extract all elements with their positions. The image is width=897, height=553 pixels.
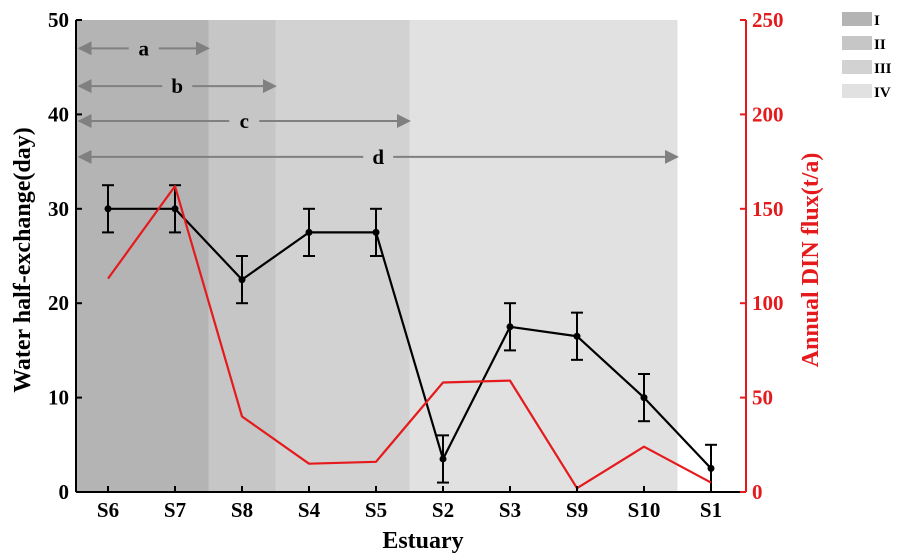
zone-backgrounds xyxy=(76,20,678,492)
legend-label-IV: IV xyxy=(874,85,891,101)
left-y-tick-label-30: 30 xyxy=(48,197,69,221)
arrow-label-d: d xyxy=(372,145,384,169)
legend-label-I: I xyxy=(874,13,880,29)
right-y-tick-label-200: 200 xyxy=(752,102,784,126)
series-lines xyxy=(102,184,717,493)
x-tick-label-S2: S2 xyxy=(432,498,454,522)
series-0-point-S3 xyxy=(506,323,514,331)
left-y-tick-label-0: 0 xyxy=(59,480,70,504)
series-0-line xyxy=(108,207,712,470)
range-arrows: ab c d xyxy=(77,36,679,169)
series-0-point-S9 xyxy=(573,332,581,340)
series-0-point-S10 xyxy=(640,394,648,402)
series-0-point-S7 xyxy=(171,205,179,213)
legend-label-II: II xyxy=(874,37,886,53)
x-tick-label-S1: S1 xyxy=(700,498,722,522)
arrow-label-a: a xyxy=(139,36,150,60)
right-y-tick-label-150: 150 xyxy=(752,197,784,221)
series-0-point-S5 xyxy=(372,228,380,236)
right-y-axis-title: Annual DIN flux(t/a) xyxy=(798,153,824,368)
zone-III xyxy=(275,20,410,492)
right-y-tick-label-250: 250 xyxy=(752,8,784,32)
x-tick-label-S9: S9 xyxy=(566,498,588,522)
left-y-tick-label-50: 50 xyxy=(48,8,69,32)
left-y-tick-label-20: 20 xyxy=(48,291,69,315)
legend-swatch-III xyxy=(842,60,872,74)
series-0-point-S6 xyxy=(104,205,112,213)
axes: 0 10 20 30 40 50 0 50 100 150 200 250 S6 S7 S8 S4 S5 S2 S3… xyxy=(48,8,784,522)
right-y-tick-label-50: 50 xyxy=(752,386,773,410)
x-tick-label-S4: S4 xyxy=(298,498,321,522)
left-y-tick-label-40: 40 xyxy=(48,102,69,126)
x-tick-label-S5: S5 xyxy=(365,498,387,522)
right-y-tick-label-0: 0 xyxy=(752,480,763,504)
zone-I xyxy=(76,20,209,492)
x-tick-label-S10: S10 xyxy=(628,498,661,522)
arrow-label-c: c xyxy=(240,109,249,133)
series-0-point-S8 xyxy=(238,276,246,284)
series-1-line xyxy=(107,185,712,490)
legend-swatch-I xyxy=(842,12,872,26)
left-y-axis-title: Water half-exchange(day) xyxy=(10,127,36,393)
right-y-tick-label-100: 100 xyxy=(752,291,784,315)
legend-swatch-II xyxy=(842,36,872,50)
series-0-point-S2 xyxy=(439,455,447,463)
legend-swatch-IV xyxy=(842,84,872,98)
left-y-tick-label-10: 10 xyxy=(48,386,69,410)
x-tick-label-S8: S8 xyxy=(231,498,253,522)
x-tick-label-S6: S6 xyxy=(97,498,119,522)
zone-IV xyxy=(409,20,678,492)
arrow-label-b: b xyxy=(171,74,183,98)
series-0-point-S4 xyxy=(305,228,313,236)
series-0-point-S1 xyxy=(707,464,715,472)
legend-label-III: III xyxy=(874,61,892,77)
x-tick-label-S7: S7 xyxy=(164,498,186,522)
x-tick-label-S3: S3 xyxy=(499,498,521,522)
x-axis-title: Estuary xyxy=(382,528,463,553)
